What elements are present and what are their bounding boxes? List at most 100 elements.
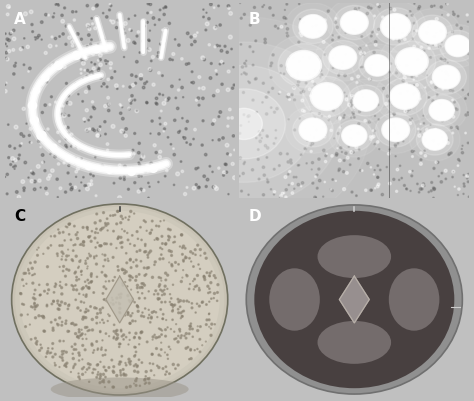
Point [187,356,195,362]
Point [113,86,121,93]
Point [422,25,429,32]
Point [143,339,151,345]
Point [31,186,38,193]
Point [43,80,51,86]
Point [177,335,184,341]
Point [401,183,408,189]
Point [29,304,36,311]
Point [59,251,67,257]
Point [76,376,83,382]
Point [79,356,86,363]
Point [342,151,350,157]
Circle shape [395,49,428,76]
Point [195,184,203,191]
Point [128,287,135,293]
Point [117,372,125,379]
Point [1,31,9,38]
Point [191,39,199,46]
Point [166,291,174,298]
Point [181,333,188,339]
Point [384,131,392,138]
Point [180,259,187,265]
Point [108,295,116,301]
Point [299,55,307,61]
Point [92,245,100,251]
Point [138,281,146,287]
Point [108,75,116,82]
Point [104,142,111,148]
Point [312,16,320,23]
Point [357,16,365,22]
Point [137,225,144,231]
Point [127,299,134,305]
Circle shape [299,16,327,39]
Point [91,235,99,242]
Point [270,141,278,147]
Point [346,131,353,138]
Point [2,81,10,87]
Point [85,286,93,292]
Point [304,24,311,30]
Point [375,146,383,153]
Point [206,273,214,280]
Point [55,227,62,233]
Point [340,115,347,122]
Point [83,324,91,330]
Point [185,299,193,306]
Point [309,141,316,147]
Point [367,66,374,73]
Point [405,23,412,30]
Point [44,127,52,133]
Point [37,342,45,348]
Point [98,379,106,385]
Point [133,302,141,309]
Point [167,249,175,255]
Point [134,285,141,292]
Text: A: A [14,12,26,27]
Point [46,151,54,158]
Point [171,302,179,308]
Point [432,43,439,49]
Point [127,273,135,280]
Point [79,366,86,372]
Point [420,183,428,190]
Point [73,277,81,284]
Point [408,74,416,81]
Point [338,65,346,71]
Point [207,332,215,339]
Point [83,183,91,189]
Point [91,154,99,161]
Point [164,272,172,279]
Point [96,320,104,326]
Point [414,181,421,188]
Point [389,18,397,24]
Point [161,126,168,133]
Point [104,256,111,262]
Point [124,293,132,299]
Point [163,168,171,174]
Point [134,303,141,310]
Point [144,252,152,259]
Point [196,266,204,272]
Point [264,179,272,186]
Point [272,128,280,134]
Point [302,61,310,67]
Point [437,56,445,63]
Point [72,269,79,275]
Point [99,305,107,311]
Point [126,359,133,365]
Point [334,131,342,138]
Point [77,241,85,248]
Point [118,353,126,360]
Point [151,143,158,149]
Point [127,361,134,367]
Point [133,273,140,280]
Point [462,130,469,137]
Point [2,56,10,63]
Point [155,131,163,138]
Point [52,99,59,106]
Point [117,310,124,316]
Point [267,105,275,111]
Point [91,166,99,172]
Point [148,227,155,234]
